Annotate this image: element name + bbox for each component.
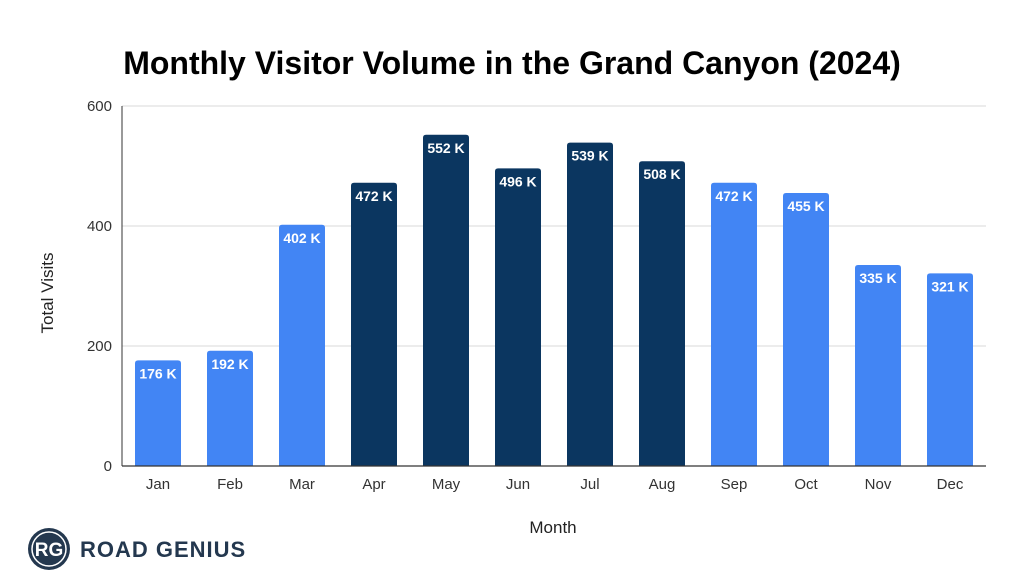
x-tick-label: Mar: [289, 476, 315, 493]
y-axis-title: Total Visits: [38, 253, 57, 334]
logo-badge-ring: [31, 531, 67, 567]
y-tick-label: 600: [87, 98, 112, 115]
x-tick-label: Aug: [649, 476, 676, 493]
x-tick-label: Feb: [217, 476, 243, 493]
y-tick-label: 400: [87, 218, 112, 235]
bar-may: [423, 134, 469, 467]
bar-data-label: 508 K: [643, 166, 680, 182]
bar-jan: [135, 360, 181, 466]
bar-nov: [855, 265, 901, 466]
bar-oct: [783, 193, 829, 466]
x-tick-label: Jun: [506, 476, 530, 493]
gridlines: [122, 105, 986, 347]
bar-mar: [279, 224, 325, 466]
x-tick-label: Jul: [580, 476, 599, 493]
bar-data-label: 472 K: [355, 188, 392, 204]
bar-jul: [567, 142, 613, 466]
road-genius-logo: RG ROAD GENIUS: [28, 528, 246, 570]
bar-sep: [711, 182, 757, 467]
bar-data-label: 321 K: [931, 278, 968, 294]
x-tick-label: Oct: [794, 476, 818, 493]
bar-apr: [351, 182, 397, 467]
x-tick-label: Sep: [721, 476, 748, 493]
bar-data-label: 552 K: [427, 140, 464, 156]
x-tick-label: Jan: [146, 476, 170, 493]
x-tick-label: Nov: [865, 476, 892, 493]
bar-jun: [495, 168, 541, 466]
bar-aug: [639, 161, 685, 466]
bar-data-label: 176 K: [139, 365, 176, 381]
bar-data-label: 496 K: [499, 173, 536, 189]
bar-data-label: 192 K: [211, 356, 248, 372]
y-axis-ticks: 0 200 400 600: [87, 98, 112, 475]
logo-badge-icon: [28, 528, 70, 570]
bar-data-label: 335 K: [859, 270, 896, 286]
bar-data-label: 472 K: [715, 188, 752, 204]
x-axis-ticks: Jan Feb Mar Apr May Jun Jul Aug Sep Oct Nov Dec: [146, 476, 964, 493]
bar-data-label: 455 K: [787, 198, 824, 214]
bar-feb: [207, 350, 253, 466]
bars: [135, 134, 973, 467]
bar-labels: 176 K 192 K 402 K 472 K 552 K 496 K 539 K 508 K…: [139, 140, 968, 382]
x-tick-label: May: [432, 476, 461, 493]
x-tick-label: Dec: [937, 476, 964, 493]
bar-data-label: 402 K: [283, 230, 320, 246]
x-axis-title: Month: [529, 518, 576, 537]
y-tick-label: 200: [87, 338, 112, 355]
x-tick-label: Apr: [362, 476, 385, 493]
bar-data-label: 539 K: [571, 148, 608, 164]
bar-dec: [927, 273, 973, 466]
y-tick-label: 0: [104, 458, 112, 475]
logo-monogram: RG: [35, 540, 64, 561]
chart-title: Monthly Visitor Volume in the Grand Cany…: [123, 45, 901, 81]
logo-text: ROAD GENIUS: [80, 537, 246, 562]
